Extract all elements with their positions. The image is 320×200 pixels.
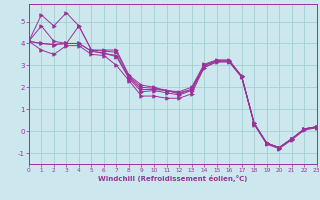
X-axis label: Windchill (Refroidissement éolien,°C): Windchill (Refroidissement éolien,°C)	[98, 175, 247, 182]
